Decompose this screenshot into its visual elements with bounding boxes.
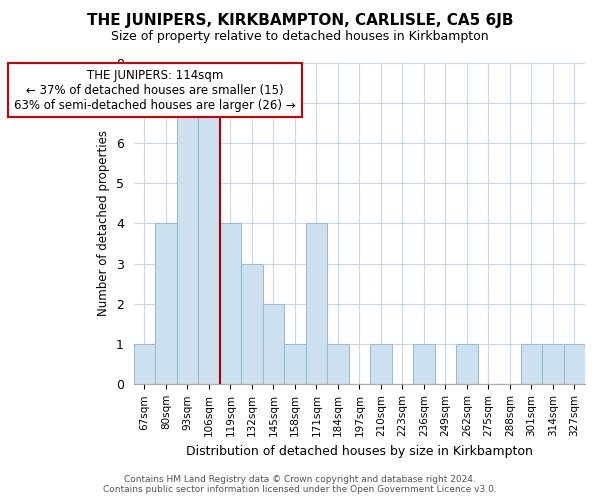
Text: THE JUNIPERS: 114sqm
← 37% of detached houses are smaller (15)
63% of semi-detac: THE JUNIPERS: 114sqm ← 37% of detached h… xyxy=(14,68,296,112)
Y-axis label: Number of detached properties: Number of detached properties xyxy=(97,130,110,316)
Bar xyxy=(263,304,284,384)
Bar xyxy=(521,344,542,385)
Text: THE JUNIPERS, KIRKBAMPTON, CARLISLE, CA5 6JB: THE JUNIPERS, KIRKBAMPTON, CARLISLE, CA5… xyxy=(87,12,513,28)
Bar xyxy=(370,344,392,385)
Bar xyxy=(241,264,263,384)
Bar xyxy=(542,344,563,385)
Text: Contains HM Land Registry data © Crown copyright and database right 2024.
Contai: Contains HM Land Registry data © Crown c… xyxy=(103,474,497,494)
Bar xyxy=(456,344,478,385)
Bar xyxy=(327,344,349,385)
Bar xyxy=(155,224,176,384)
Bar xyxy=(563,344,585,385)
Bar xyxy=(176,102,198,384)
X-axis label: Distribution of detached houses by size in Kirkbampton: Distribution of detached houses by size … xyxy=(186,444,533,458)
Bar xyxy=(284,344,305,385)
Text: Size of property relative to detached houses in Kirkbampton: Size of property relative to detached ho… xyxy=(111,30,489,43)
Bar xyxy=(220,224,241,384)
Bar xyxy=(134,344,155,385)
Bar xyxy=(413,344,434,385)
Bar xyxy=(305,224,327,384)
Bar xyxy=(198,102,220,384)
